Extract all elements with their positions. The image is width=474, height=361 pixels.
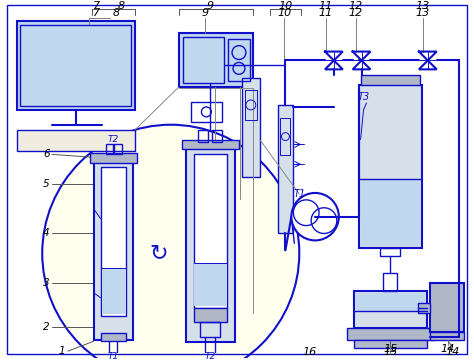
Bar [114,144,122,155]
Bar [94,157,133,340]
Text: 12: 12 [348,8,363,18]
Text: 9: 9 [202,8,209,18]
Text: T1: T1 [293,189,305,199]
Bar [193,308,227,322]
Text: 16: 16 [302,347,316,357]
Text: T3: T3 [357,92,370,102]
Bar [245,90,257,120]
Text: 13: 13 [416,8,430,18]
Text: 15: 15 [383,347,397,357]
Bar [383,273,397,291]
Bar [430,283,465,332]
Bar [179,33,253,87]
Bar [90,153,137,163]
Bar [17,21,135,110]
Text: 12: 12 [348,1,363,11]
Bar [191,102,222,122]
Bar [354,340,427,348]
Text: 8: 8 [118,1,125,11]
Bar [182,37,224,83]
Bar [101,268,125,314]
Bar [20,25,131,106]
Bar [212,130,222,142]
Text: 11: 11 [319,8,333,18]
Text: 8: 8 [113,8,120,18]
Bar [100,167,126,316]
Text: 10: 10 [277,8,292,18]
Text: 1: 1 [59,346,65,356]
Text: 5: 5 [43,179,49,189]
Bar [347,329,434,340]
Bar [186,144,235,342]
Circle shape [42,125,299,361]
Bar [199,130,209,142]
Bar [361,179,420,246]
Bar [418,303,430,313]
Text: 7: 7 [93,8,100,18]
Text: 9: 9 [207,1,214,11]
Bar [430,332,465,340]
Bar [356,293,425,310]
Text: 11: 11 [319,1,333,11]
Text: 4: 4 [43,229,49,239]
Bar [380,248,400,256]
Text: 7: 7 [93,1,100,11]
Bar [228,39,250,81]
Bar [194,263,226,306]
Text: 14: 14 [440,344,455,354]
Circle shape [292,193,339,240]
Text: 13: 13 [416,1,430,11]
Bar [182,140,239,149]
Text: 14: 14 [446,347,460,357]
Text: 10: 10 [278,1,292,11]
Bar [242,78,260,177]
Bar [100,333,126,341]
Text: 3: 3 [43,278,49,288]
Text: T1: T1 [108,352,119,361]
Text: ↻: ↻ [150,243,168,263]
Bar [361,75,420,85]
Bar [106,144,113,155]
Bar [17,130,135,151]
Bar [281,118,291,155]
Text: 15: 15 [383,344,397,354]
Text: T2: T2 [205,352,216,361]
Text: T2: T2 [108,135,119,144]
Bar [359,85,422,248]
Bar [354,291,427,329]
Text: 6: 6 [43,149,49,160]
Bar [193,155,227,308]
Text: 2: 2 [43,322,49,332]
Bar [201,322,220,337]
Bar [278,105,293,234]
